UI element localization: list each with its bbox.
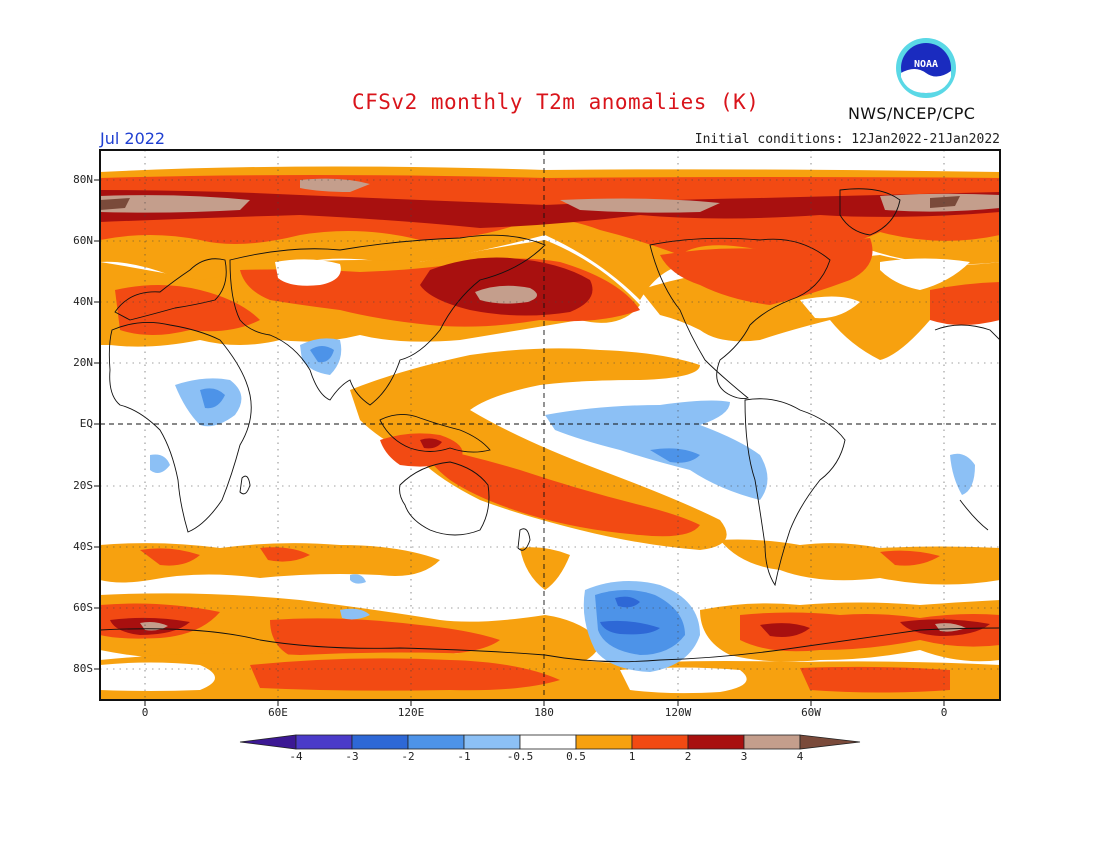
colorbar-label: -0.5 xyxy=(506,750,534,763)
cool-2-south-pacific xyxy=(600,596,660,635)
cool-1-south-pacific xyxy=(595,590,685,655)
colorbar xyxy=(239,734,861,750)
colorbar-cell-4-3 xyxy=(295,734,353,750)
lat-label-80s: 80S xyxy=(73,662,93,675)
antarctica-coast xyxy=(100,627,1000,663)
warm-0.5-tropical-pacific xyxy=(350,348,727,550)
new-zealand-coast xyxy=(517,528,531,551)
africa-coast-east xyxy=(934,324,1000,341)
lat-label-40s: 40S xyxy=(73,540,93,553)
colorbar-cell-3-4 xyxy=(743,734,801,750)
neutral-north-atlantic xyxy=(800,258,970,319)
lat-label-20s: 20S xyxy=(73,479,93,492)
colorbar-cell-1-2 xyxy=(631,734,689,750)
colorbar-label: 0.5 xyxy=(566,750,586,763)
africa-coast xyxy=(108,321,252,533)
cool-0.5-southern-ocean-spots xyxy=(340,574,370,620)
lat-label-60n: 60N xyxy=(73,234,93,247)
axis-ticks xyxy=(94,179,945,706)
warm-1-south-pacific xyxy=(420,445,700,537)
colorbar-cell-gt-4 xyxy=(799,734,861,750)
warm-2-maritime xyxy=(420,438,442,449)
warm-1-southern-ocean xyxy=(100,603,1000,660)
warm-0.5-south-band xyxy=(100,539,1000,590)
colorbar-label: -4 xyxy=(289,750,303,763)
lat-label-20n: 20N xyxy=(73,356,93,369)
cool-1-india xyxy=(310,346,334,363)
europe-coast xyxy=(114,258,227,321)
reference-lines xyxy=(100,150,1000,700)
colorbar-label: 1 xyxy=(628,750,636,763)
lat-label-60s: 60S xyxy=(73,601,93,614)
lon-label-120e: 120E xyxy=(397,706,425,719)
coastlines xyxy=(100,188,1000,663)
warm-3-arctic xyxy=(100,178,1000,213)
colorbar-cell-1-05 xyxy=(463,734,521,750)
cool-1-eastern-pacific xyxy=(650,448,700,463)
lat-label-eq: EQ xyxy=(79,417,93,430)
lat-label-80n: 80N xyxy=(73,173,93,186)
warm-2-arctic xyxy=(100,190,1000,228)
neutral-antarctica xyxy=(100,662,747,694)
asia-coast xyxy=(229,234,546,406)
noaa-logo-icon: NOAA xyxy=(896,38,956,98)
warm-3-pacific-nw xyxy=(475,285,538,304)
south-america-coast xyxy=(744,398,846,587)
lon-label-60e: 60E xyxy=(268,706,288,719)
colorbar-cell-3-2 xyxy=(351,734,409,750)
lat-lon-grid xyxy=(100,150,1000,700)
lon-label-120w: 120W xyxy=(664,706,692,719)
anomaly-shading xyxy=(100,150,1000,700)
colorbar-cell-lt-4 xyxy=(239,734,297,750)
africa-coast-south xyxy=(959,499,989,531)
colorbar-cell-neutral xyxy=(519,734,577,750)
lon-label-60w: 60W xyxy=(801,706,821,719)
colorbar-label: -1 xyxy=(457,750,471,763)
valid-month: Jul 2022 xyxy=(100,129,166,148)
logo-text: NOAA xyxy=(914,59,938,70)
warm-1-south-band xyxy=(140,547,940,566)
colorbar-cell-2-3 xyxy=(687,734,745,750)
greenland-coast xyxy=(839,188,901,236)
neutral-central-asia xyxy=(275,259,341,286)
colorbar-label: -2 xyxy=(401,750,415,763)
lon-label-180: 180 xyxy=(534,706,554,719)
maritime-continent-coast xyxy=(379,414,491,453)
australia-coast xyxy=(399,461,490,536)
warm-1-antarctica xyxy=(250,658,950,693)
colorbar-label: 4 xyxy=(796,750,804,763)
cool-0.5-southern-africa xyxy=(950,453,975,495)
madagascar-coast xyxy=(239,475,251,495)
lon-label-0: 0 xyxy=(141,706,149,719)
warm-1-maritime xyxy=(380,433,463,467)
colorbar-cell-2-1 xyxy=(407,734,465,750)
colorbar-label: 2 xyxy=(684,750,692,763)
warm-1-north-america xyxy=(660,238,1000,325)
colorbar-label: 3 xyxy=(740,750,748,763)
colorbar-cell-05-1 xyxy=(575,734,633,750)
map-title: CFSv2 monthly T2m anomalies (K) xyxy=(352,90,760,114)
colorbar-label: -3 xyxy=(345,750,359,763)
map-frame xyxy=(99,149,1001,701)
warm-2-southern-ocean xyxy=(110,617,990,637)
cool-1-africa xyxy=(200,388,225,409)
lon-label-0-east: 0 xyxy=(940,706,948,719)
lat-label-40n: 40N xyxy=(73,295,93,308)
agency-label: NWS/NCEP/CPC xyxy=(848,104,976,123)
initial-conditions: Initial conditions: 12Jan2022-21Jan2022 xyxy=(694,132,1000,147)
